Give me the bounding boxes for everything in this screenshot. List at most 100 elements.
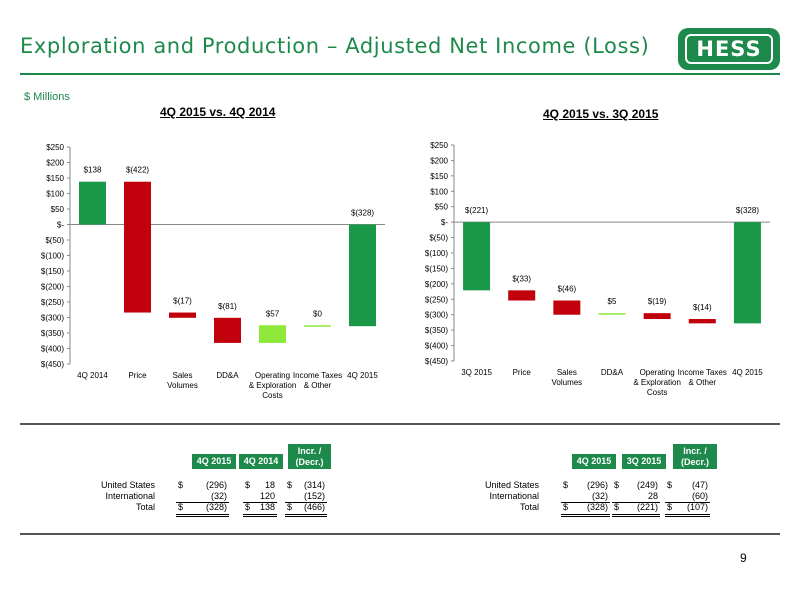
- data-label: $0: [313, 309, 322, 318]
- x-tick-label: 3Q 2015: [461, 368, 492, 377]
- table-row-label: United States: [100, 480, 155, 490]
- table-value-cell: (296): [586, 480, 608, 490]
- table-value-cell: (328): [205, 502, 227, 512]
- data-label: $(17): [173, 297, 192, 306]
- data-label: $5: [608, 297, 617, 306]
- x-tick-label: 4Q 2015: [347, 371, 378, 380]
- data-label: $(19): [648, 297, 667, 306]
- currency-symbol: $: [287, 480, 293, 490]
- y-tick-label: $(400): [425, 342, 448, 351]
- y-tick-label: $(250): [41, 298, 64, 307]
- x-tick-label: Price: [513, 368, 532, 377]
- table-value-cell: (296): [205, 480, 227, 490]
- currency-symbol: $: [178, 502, 184, 512]
- x-tick-label: & Exploration: [633, 378, 681, 387]
- table-value-cell: (60): [691, 491, 708, 501]
- table-bottom-rule: [20, 533, 780, 535]
- x-tick-label: Volumes: [552, 378, 583, 387]
- y-tick-label: $(100): [41, 252, 64, 261]
- data-label: $(422): [126, 166, 149, 175]
- x-tick-label: Price: [128, 371, 147, 380]
- y-tick-label: $-: [57, 221, 64, 230]
- x-tick-label: Operating: [640, 368, 675, 377]
- total-underline: [612, 502, 660, 517]
- table-value-cell: (152): [303, 491, 325, 501]
- x-tick-label: Operating: [255, 371, 290, 380]
- x-tick-label: 4Q 2015: [732, 368, 763, 377]
- hess-logo: HESS: [678, 28, 780, 70]
- x-tick-label: Costs: [647, 388, 667, 397]
- table-value-cell: 28: [647, 491, 658, 501]
- y-tick-label: $-: [441, 218, 448, 227]
- table-value-cell: (314): [303, 480, 325, 490]
- currency-symbol: $: [667, 502, 673, 512]
- table-value-cell: 18: [264, 480, 275, 490]
- y-tick-label: $(350): [41, 329, 64, 338]
- currency-symbol: $: [178, 480, 184, 490]
- data-label: $(328): [351, 209, 374, 218]
- table-row-label: Total: [519, 502, 539, 512]
- y-tick-label: $100: [46, 190, 64, 199]
- table-value-cell: (466): [303, 502, 325, 512]
- bar-6: [733, 222, 761, 324]
- table-header-cell: 4Q 2015: [192, 454, 236, 469]
- bar-2: [169, 312, 196, 318]
- y-tick-label: $(450): [41, 360, 64, 369]
- table-header-cell: 4Q 2014: [239, 454, 283, 469]
- bar-1: [124, 181, 151, 313]
- bar-2: [553, 300, 581, 315]
- table-value-cell: 120: [259, 491, 275, 501]
- y-tick-label: $150: [46, 174, 64, 183]
- bar-4: [259, 325, 286, 343]
- y-tick-label: $(50): [45, 236, 64, 245]
- x-tick-label: & Other: [304, 381, 332, 390]
- table-value-cell: (328): [586, 502, 608, 512]
- y-tick-label: $(400): [41, 345, 64, 354]
- x-tick-label: & Other: [688, 378, 716, 387]
- y-tick-label: $50: [51, 205, 65, 214]
- total-underline: [665, 502, 710, 517]
- y-tick-label: $150: [430, 172, 448, 181]
- currency-symbol: $: [614, 480, 620, 490]
- x-tick-label: Sales: [172, 371, 192, 380]
- currency-symbol: $: [667, 480, 673, 490]
- bar-4: [643, 313, 671, 320]
- table-row-label: Total: [135, 502, 155, 512]
- data-label: $(328): [736, 206, 759, 215]
- data-label: $(33): [512, 274, 531, 283]
- y-tick-label: $50: [435, 203, 449, 212]
- table-value-cell: (107): [686, 502, 708, 512]
- data-label: $(221): [465, 206, 488, 215]
- x-tick-label: & Exploration: [249, 381, 297, 390]
- y-tick-label: $(150): [425, 264, 448, 273]
- y-tick-label: $(200): [425, 280, 448, 289]
- currency-symbol: $: [563, 480, 569, 490]
- chart-1-title: 4Q 2015 vs. 4Q 2014: [160, 105, 276, 119]
- units-label: $ Millions: [24, 91, 70, 103]
- page-title: Exploration and Production – Adjusted Ne…: [20, 34, 650, 58]
- total-underline: [561, 502, 610, 517]
- page-number: 9: [740, 551, 747, 565]
- y-tick-label: $(450): [425, 357, 448, 366]
- y-tick-label: $(350): [425, 326, 448, 335]
- y-tick-label: $100: [430, 187, 448, 196]
- table-value-cell: 138: [259, 502, 275, 512]
- data-label: $57: [266, 309, 280, 318]
- currency-symbol: $: [287, 502, 293, 512]
- y-tick-label: $(50): [429, 234, 448, 243]
- bar-3: [598, 313, 626, 315]
- data-label: $(46): [558, 285, 577, 294]
- data-label: $(81): [218, 302, 237, 311]
- bar-0: [463, 222, 491, 291]
- table-header-cell: Incr. / (Decr.): [673, 444, 717, 469]
- bar-1: [508, 290, 536, 301]
- bar-0: [79, 181, 106, 225]
- table-header-cell: 4Q 2015: [572, 454, 616, 469]
- table-value-cell: (249): [636, 480, 658, 490]
- table-value-cell: (32): [591, 491, 608, 501]
- x-tick-label: Sales: [557, 368, 577, 377]
- total-underline: [243, 502, 277, 517]
- currency-symbol: $: [245, 502, 251, 512]
- x-tick-label: DD&A: [601, 368, 624, 377]
- bar-6: [349, 224, 376, 327]
